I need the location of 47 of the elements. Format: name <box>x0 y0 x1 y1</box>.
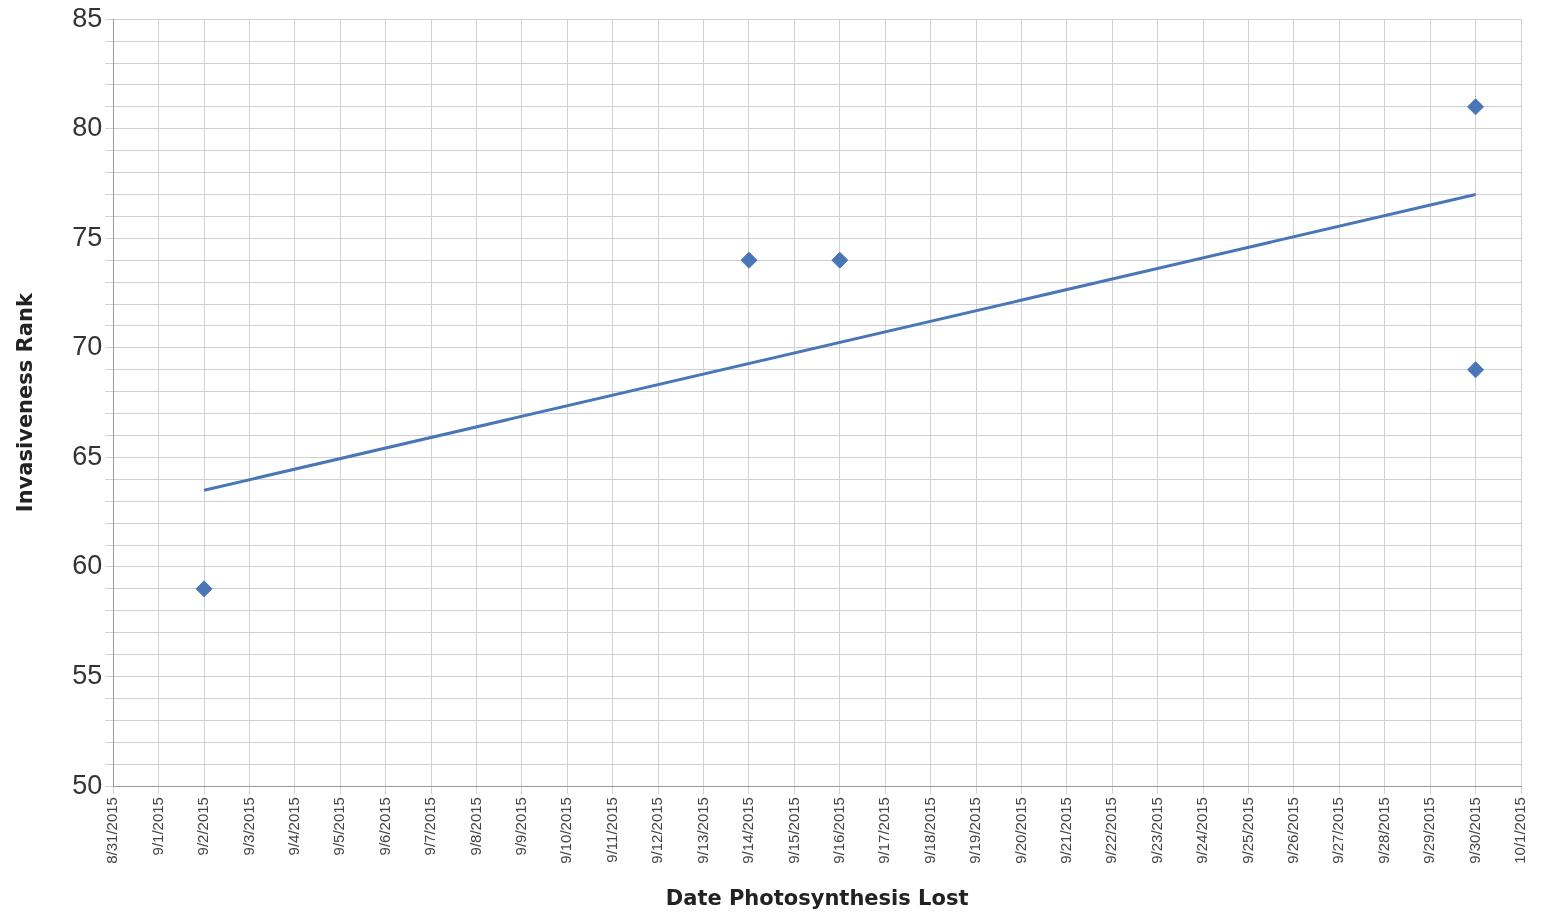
y-tick-label: 85 <box>72 2 103 33</box>
x-tick-label: 9/27/2015 <box>1329 797 1347 864</box>
x-tick-label: 8/31/2015 <box>103 797 121 864</box>
x-tick-label: 9/5/2015 <box>330 797 348 856</box>
point <box>195 580 213 598</box>
x-tick-label: 9/19/2015 <box>966 797 984 864</box>
y-tick-label: 60 <box>72 550 103 581</box>
y-tick-label: 70 <box>72 331 103 362</box>
x-tick-label: 9/29/2015 <box>1420 797 1438 864</box>
x-tick-label: 9/17/2015 <box>875 797 893 864</box>
x-tick-label: 9/9/2015 <box>512 797 530 856</box>
x-tick-label: 10/1/2015 <box>1511 797 1529 864</box>
x-tick-label: 9/6/2015 <box>375 797 393 856</box>
y-axis-title: Invasiveness Rank <box>13 292 38 513</box>
x-tick-label: 9/12/2015 <box>648 797 666 864</box>
point <box>1467 361 1485 379</box>
x-tick-label: 9/18/2015 <box>920 797 938 864</box>
point <box>740 251 758 269</box>
x-tick-label: 9/23/2015 <box>1147 797 1165 864</box>
x-tick-label: 9/4/2015 <box>285 797 303 856</box>
x-tick-label: 9/3/2015 <box>239 797 257 856</box>
x-tick-label: 9/14/2015 <box>739 797 757 864</box>
x-tick-label: 9/11/2015 <box>602 797 620 863</box>
x-tick-label: 9/30/2015 <box>1465 797 1483 864</box>
x-tick-label: 9/28/2015 <box>1374 797 1392 864</box>
x-axis-title: Date Photosynthesis Lost <box>665 885 969 910</box>
point <box>831 251 849 269</box>
x-tick-label: 9/26/2015 <box>1284 797 1302 864</box>
y-tick-label: 50 <box>72 769 103 800</box>
x-tick-label: 9/1/2015 <box>148 797 166 856</box>
y-tick-label: 55 <box>72 659 103 690</box>
x-tick-label: 9/16/2015 <box>829 797 847 864</box>
x-tick-label: 9/10/2015 <box>557 797 575 864</box>
x-tick-label: 9/25/2015 <box>1238 797 1256 864</box>
y-tick-label: 65 <box>72 440 103 471</box>
x-tick-label: 9/8/2015 <box>466 797 484 856</box>
x-tick-label: 9/15/2015 <box>784 797 802 864</box>
x-tick-label: 9/24/2015 <box>1193 797 1211 864</box>
x-tick-label: 9/7/2015 <box>421 797 439 856</box>
x-tick-label: 9/21/2015 <box>1057 797 1075 864</box>
y-tick-label: 75 <box>72 221 103 252</box>
point <box>1467 98 1485 116</box>
x-tick-label: 9/20/2015 <box>1011 797 1029 864</box>
x-tick-label: 9/2/2015 <box>194 797 212 856</box>
y-tick-label: 80 <box>72 112 103 143</box>
x-tick-label: 9/22/2015 <box>1102 797 1120 864</box>
x-tick-label: 9/13/2015 <box>693 797 711 864</box>
